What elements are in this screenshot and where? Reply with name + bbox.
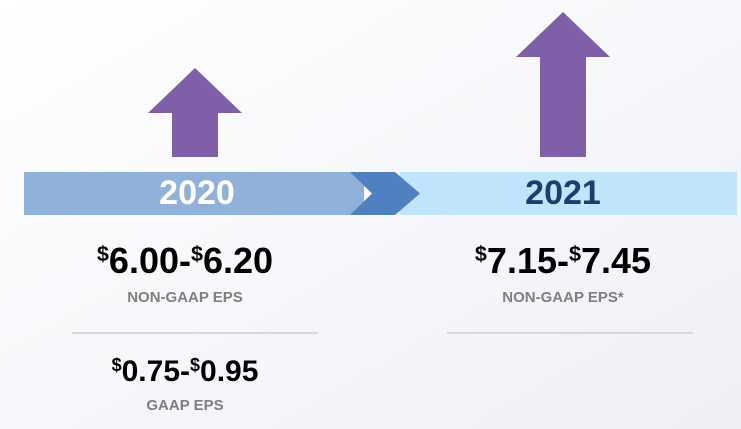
eps-label: NON-GAAP EPS [127,289,243,306]
eps-range: $0.75-$0.95 [112,355,259,388]
eps-label: NON-GAAP EPS* [502,289,624,306]
year-label: 2020 [159,174,235,212]
year-label: 2021 [525,174,601,212]
eps-range: $6.00-$6.20 [97,240,273,281]
chevron [350,172,420,215]
eps-range: $7.15-$7.45 [475,240,651,281]
timeline-2020 [24,172,364,215]
eps-label: GAAP EPS [146,397,223,414]
up-arrow [516,12,610,157]
timeline-2021 [400,172,737,215]
up-arrow [148,68,242,157]
